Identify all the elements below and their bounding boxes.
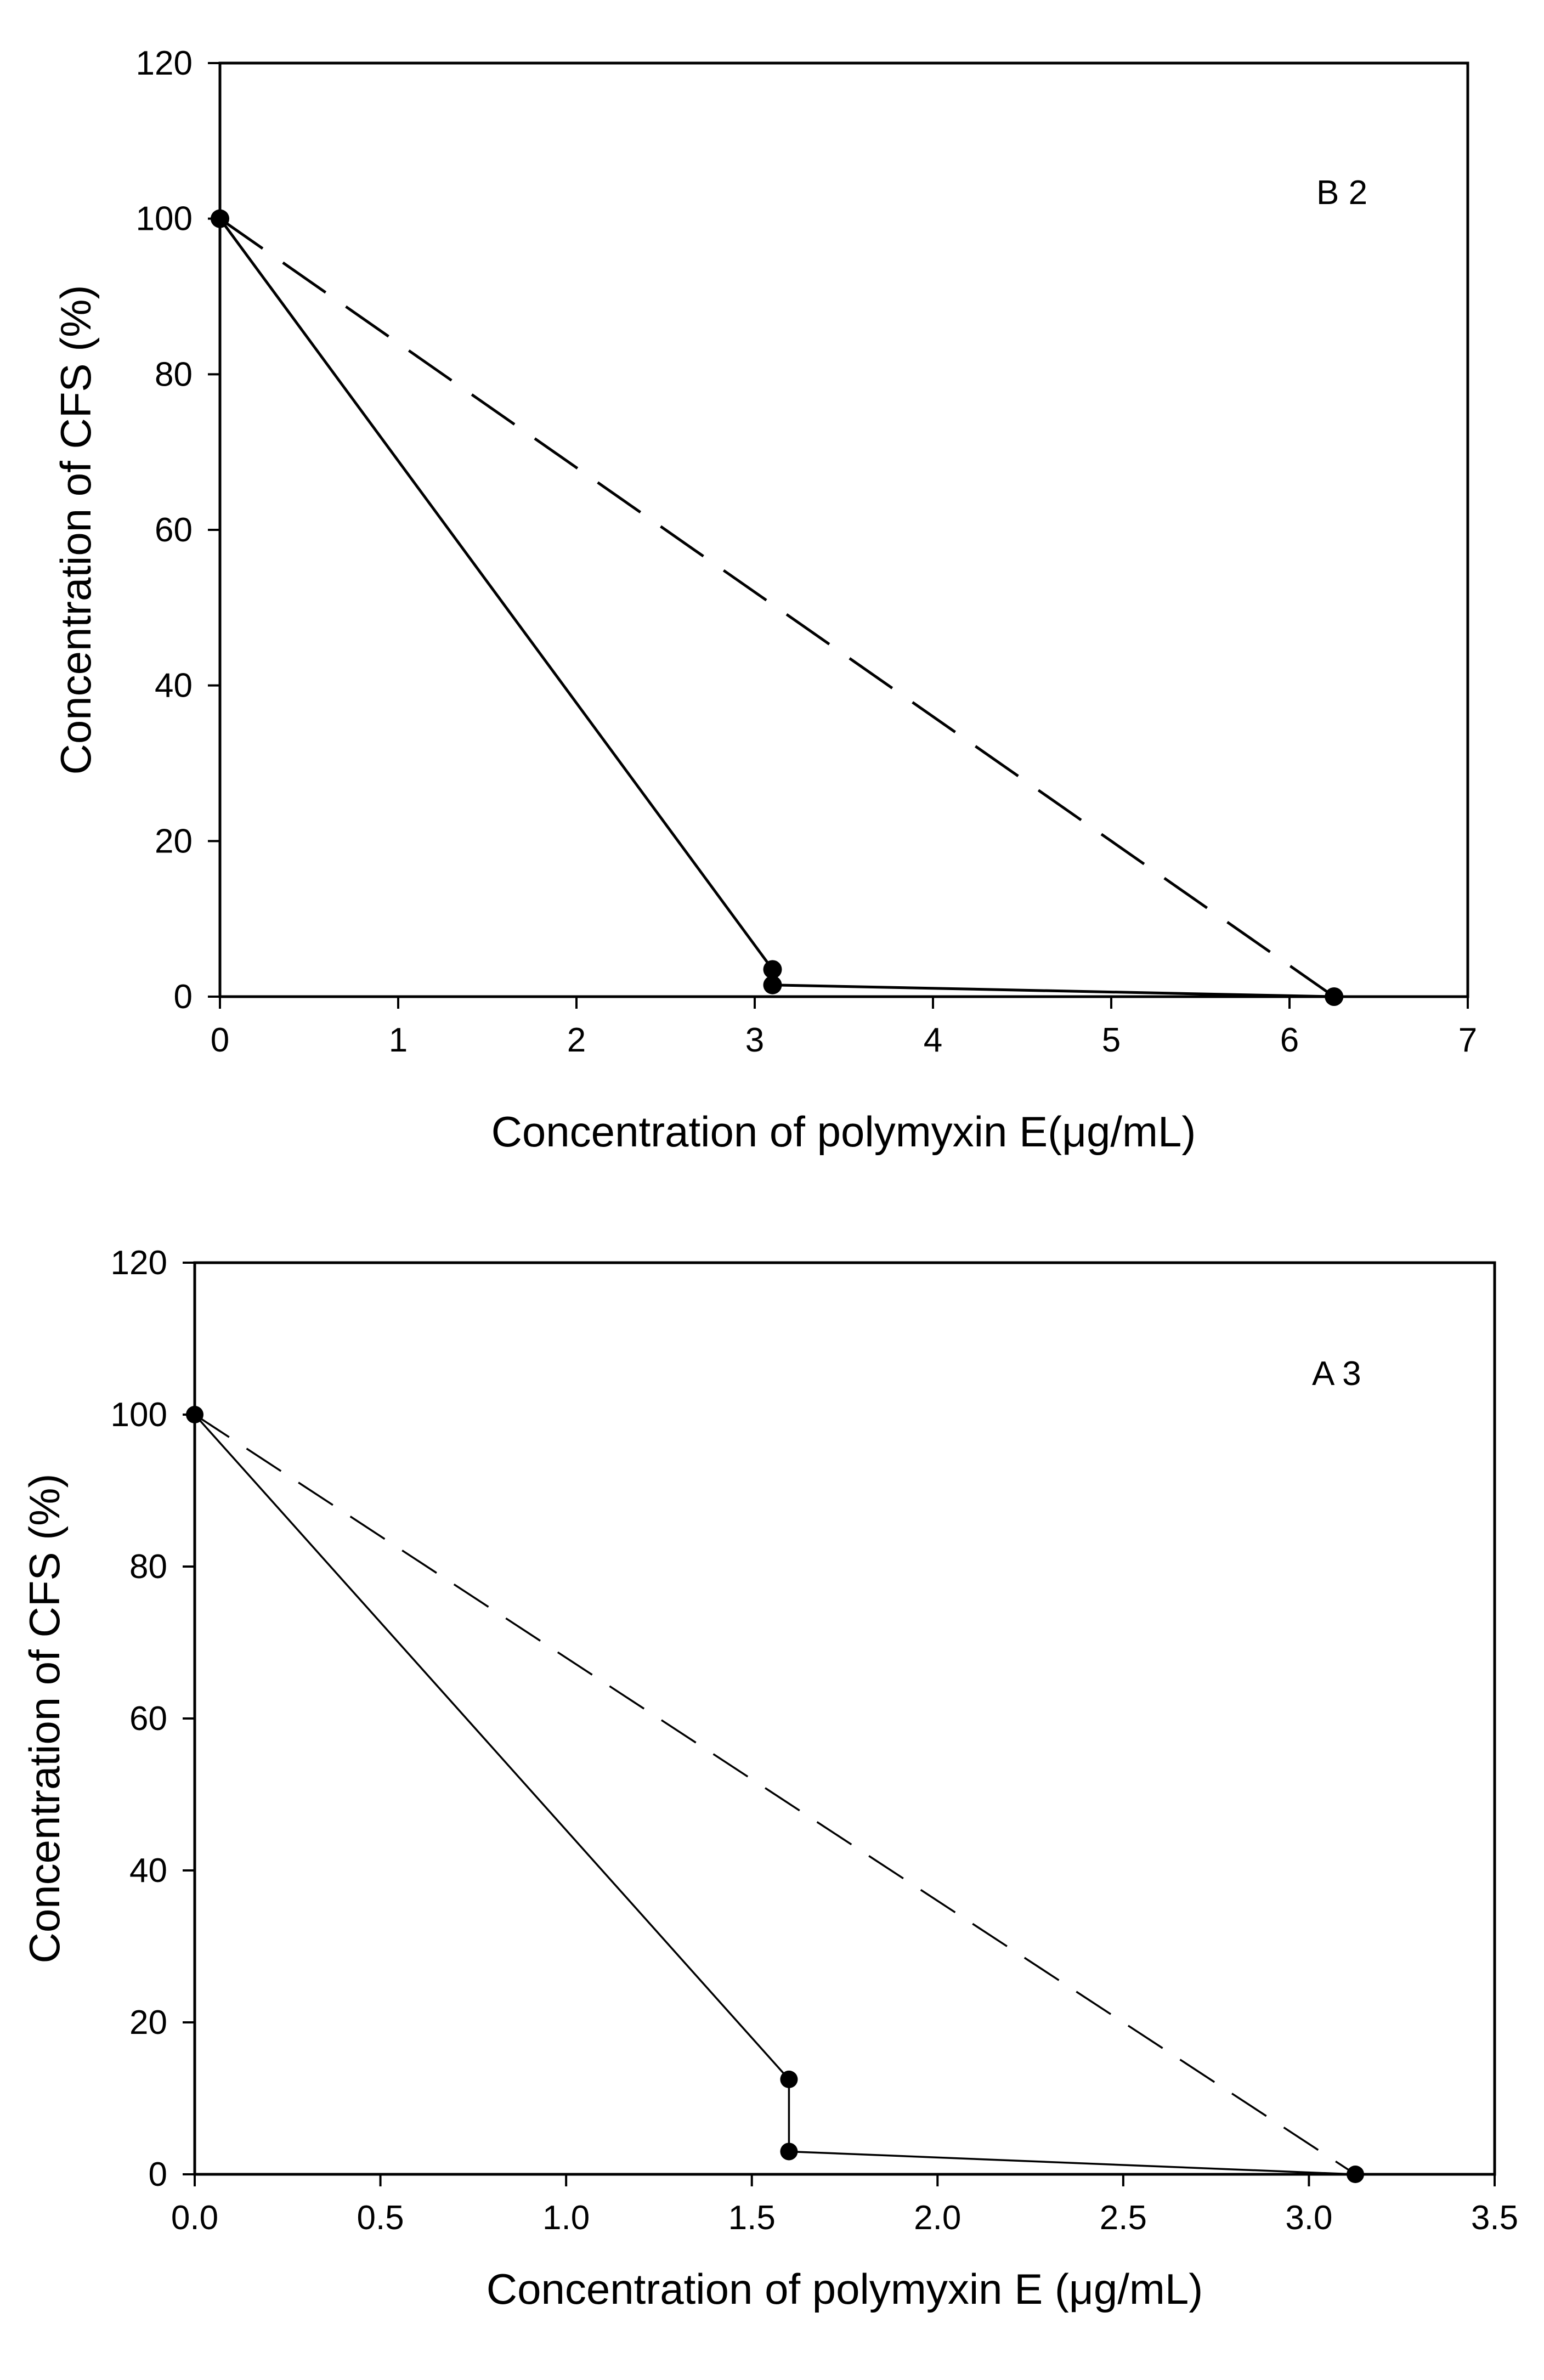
panel-label: B 2: [1316, 174, 1367, 212]
isobologram-line: [194, 1414, 1356, 2175]
x-tick-label: 2.0: [914, 2199, 961, 2237]
x-tick-label: 0: [211, 1021, 229, 1059]
chart-panel-b2: 0 1 2 3 4 5 6 7 0 20 40 60 80 100 120 B 2 Concentratio…: [52, 44, 1477, 1156]
y-axis-title: Concentration of CFS (%): [52, 285, 100, 775]
y-tick-label: 120: [136, 44, 193, 82]
data-point: [763, 960, 782, 979]
data-point: [780, 2070, 798, 2088]
x-axis-title: Concentration of polymyxin E(μg/mL): [491, 1107, 1196, 1156]
x-tick-label: 5: [1102, 1021, 1121, 1059]
chart-panel-a3: 0.0 0.5 1.0 1.5 2.0 2.5 3.0 3.5020406080100120 …: [20, 1244, 1518, 2313]
y-axis-title: Concentration of CFS (%): [20, 1473, 69, 1963]
x-tick-label: 4: [924, 1021, 942, 1059]
x-tick-label: 0.0: [171, 2199, 218, 2237]
data-point: [763, 975, 782, 994]
y-tick-label: 80: [155, 355, 193, 393]
y-tick-label: 100: [111, 1396, 167, 1434]
additivity-line: [194, 1414, 1356, 2175]
x-tick-label: 3.5: [1471, 2199, 1518, 2237]
data-point: [1347, 2166, 1365, 2183]
x-axis-title: Concentration of polymyxin E (μg/mL): [487, 2265, 1203, 2313]
x-tick-label: 1.0: [542, 2199, 590, 2237]
data-point: [211, 209, 229, 228]
y-tick-label: 40: [155, 667, 193, 705]
y-tick-label: 20: [129, 2004, 167, 2042]
additivity-line: [219, 217, 1335, 998]
x-tick-label: 3.0: [1285, 2199, 1332, 2237]
y-tick-label: 100: [136, 200, 193, 238]
plot-frame: [193, 1261, 1496, 2176]
data-point: [1325, 987, 1344, 1006]
data-point: [186, 1406, 203, 1423]
y-tick-label: 60: [129, 1700, 167, 1738]
y-tick-label: 120: [111, 1244, 167, 1282]
data-series: [211, 209, 1344, 1006]
axis-ticks: 0.0 0.5 1.0 1.5 2.0 2.5 3.0 3.5 0 20 40 60 80 100 120: [111, 1244, 1519, 2237]
axis-ticks: 0 1 2 3 4 5 6 7 0 20 40 60 80 100 120: [136, 44, 1478, 1059]
x-tick-label: 1: [389, 1021, 408, 1059]
x-tick-label: 2: [567, 1021, 586, 1059]
x-tick-label: 3: [745, 1021, 764, 1059]
y-tick-label: 40: [129, 1852, 167, 1890]
x-tick-label: 7: [1458, 1021, 1477, 1059]
x-tick-label: 6: [1280, 1021, 1299, 1059]
y-tick-label: 60: [155, 511, 193, 549]
panel-label: A 3: [1312, 1355, 1361, 1393]
y-tick-label: 20: [155, 822, 193, 860]
y-tick-label: 80: [129, 1548, 167, 1586]
y-tick-label: 0: [149, 2156, 167, 2194]
x-tick-label: 1.5: [728, 2199, 776, 2237]
plot-frame: [218, 61, 1469, 998]
data-series: [186, 1406, 1365, 2183]
x-tick-label: 2.5: [1100, 2199, 1147, 2237]
y-tick-label: 0: [174, 978, 193, 1016]
x-tick-label: 0.5: [357, 2199, 404, 2237]
data-point: [780, 2142, 798, 2161]
